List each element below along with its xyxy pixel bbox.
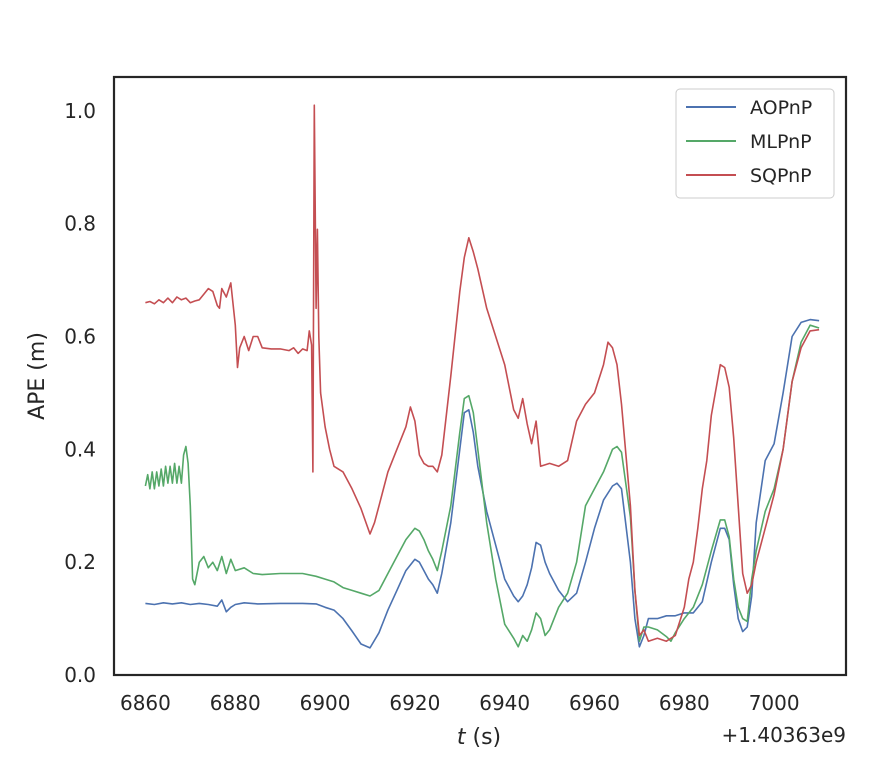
y-axis-label: APE (m)	[25, 332, 50, 420]
series-line-aopnp	[145, 318, 820, 649]
y-tick-label: 0.4	[64, 437, 96, 461]
x-axis-label: t (s)	[457, 725, 501, 750]
x-tick-label: 6860	[120, 691, 171, 715]
y-tick-label: 0.0	[64, 663, 96, 687]
x-axis-offset-text: +1.40363e9	[722, 723, 847, 747]
x-tick-label: 6900	[300, 691, 351, 715]
x-tick-label: 6980	[659, 691, 710, 715]
x-tick-label: 6880	[210, 691, 261, 715]
x-axis-label-unit: (s)	[473, 725, 502, 750]
x-tick-label: 6940	[479, 691, 530, 715]
legend-label-sqpnp: SQPnP	[750, 165, 812, 187]
y-tick-label: 0.2	[64, 550, 96, 574]
series-line-mlpnp	[144, 324, 820, 648]
legend-box	[675, 88, 835, 199]
legend-label-mlpnp: MLPnP	[750, 131, 812, 153]
y-tick-label: 0.6	[64, 325, 96, 349]
y-tick-label: 0.8	[64, 212, 96, 236]
y-tick-label: 1.0	[64, 99, 96, 123]
series-layer	[144, 104, 820, 649]
x-axis-label-variable: t	[457, 725, 467, 750]
x-tick-label: 6960	[569, 691, 620, 715]
x-tick-label: 6920	[389, 691, 440, 715]
plot-frame	[112, 75, 848, 677]
tick-layer: 6860 6880 6900 6920 6940 6960 6980 7000 0.0 0.2 0.…	[64, 99, 799, 715]
x-tick-label: 7000	[749, 691, 800, 715]
legend: AOPnP MLPnP SQPnP	[675, 88, 835, 199]
legend-label-aopnp: AOPnP	[750, 97, 812, 119]
series-line-sqpnp	[145, 104, 820, 642]
